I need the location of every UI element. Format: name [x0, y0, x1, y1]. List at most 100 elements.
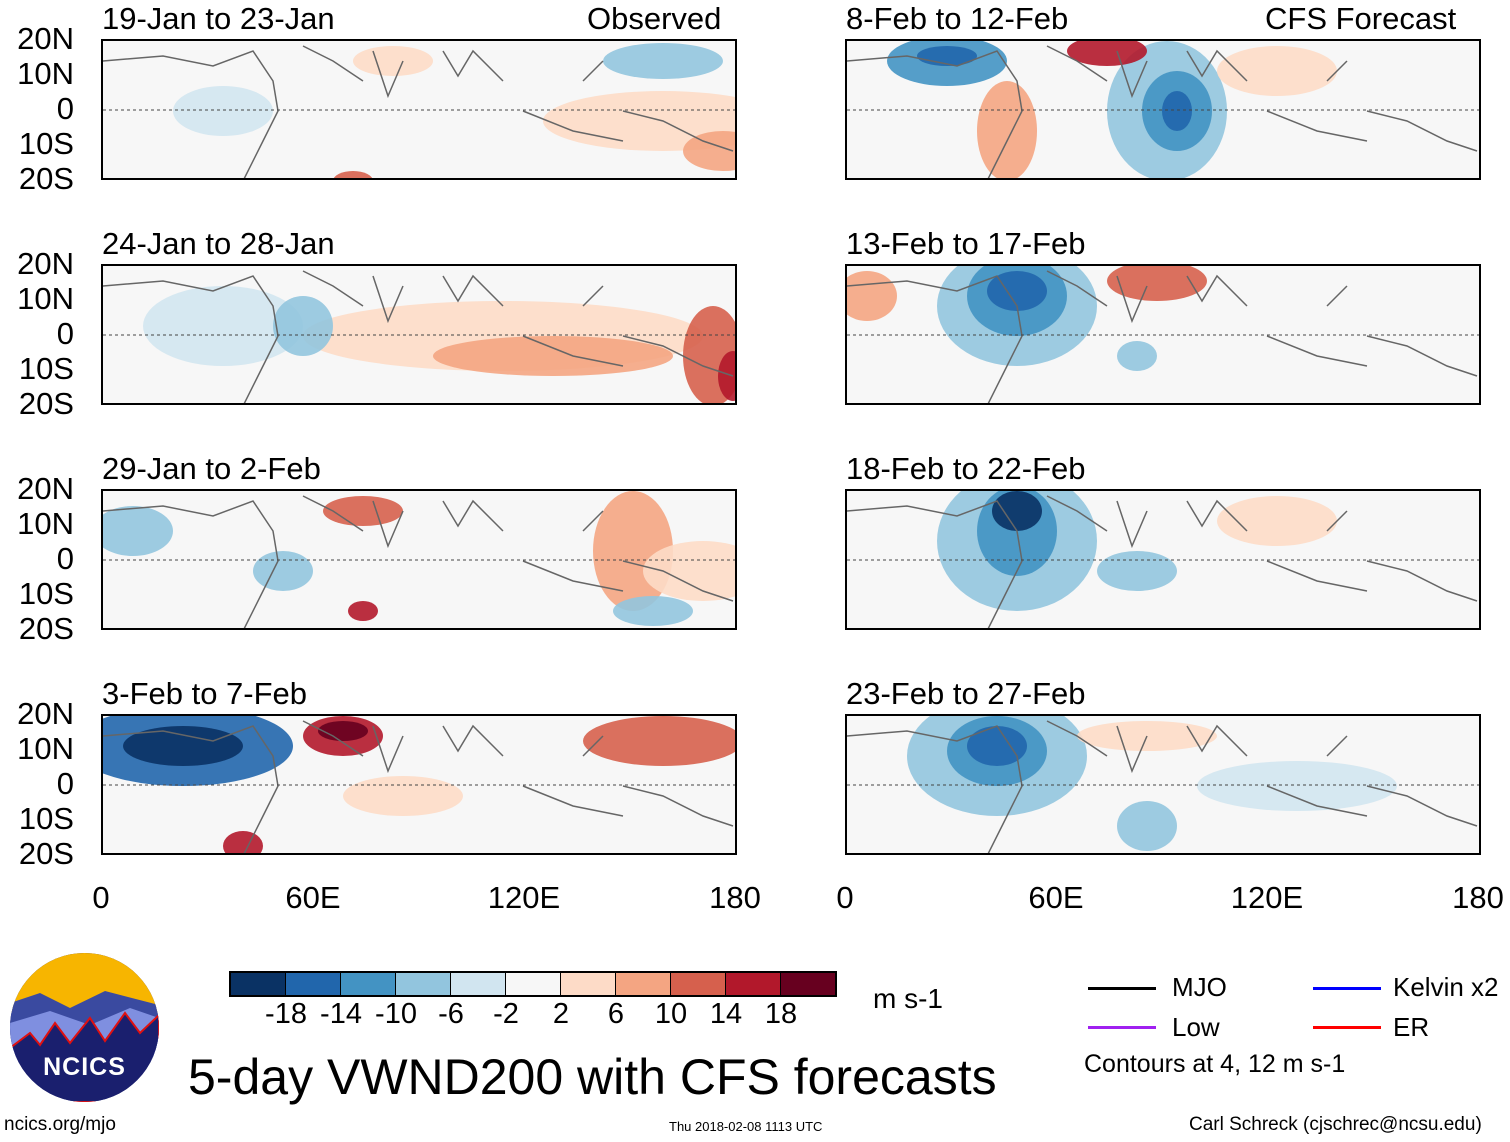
- legend-low-label: Low: [1172, 1012, 1220, 1042]
- colorbar-tick-label: 10: [654, 998, 688, 1030]
- colorbar-swatch: [451, 973, 506, 995]
- colorbar-tick-label: 6: [607, 998, 625, 1030]
- panel-title: 3-Feb to 7-Feb: [102, 676, 308, 711]
- anomaly-field: [847, 716, 1479, 853]
- coastline: [847, 45, 1478, 178]
- anomaly-region: [917, 46, 977, 66]
- anomaly-field: [103, 716, 735, 853]
- anomaly-region: [1117, 341, 1157, 371]
- footer-timestamp: Thu 2018-02-08 1113 UTC: [669, 1119, 823, 1134]
- anomaly-region: [353, 46, 433, 76]
- colorbar-swatch: [671, 973, 726, 995]
- anomaly-region: [583, 716, 735, 766]
- lon-label: 180: [1452, 880, 1504, 915]
- lat-label: 0: [56, 766, 74, 801]
- colorbar-swatch: [396, 973, 451, 995]
- lat-label: 0: [56, 91, 74, 126]
- lat-label: 20N: [17, 696, 74, 731]
- lon-label: 120E: [487, 880, 561, 915]
- anomaly-region: [1107, 266, 1207, 301]
- coastline: [103, 495, 734, 628]
- anomaly-region: [683, 131, 735, 171]
- anomaly-region: [323, 496, 403, 526]
- anomaly-region: [223, 831, 263, 853]
- anomaly-field: [103, 270, 735, 403]
- panel-title: 23-Feb to 27-Feb: [846, 676, 1086, 711]
- anomaly-region: [318, 721, 368, 741]
- footer-url: ncics.org/mjo: [4, 1114, 116, 1135]
- anomaly-region: [967, 726, 1027, 766]
- colorbar-tick-label: -6: [438, 998, 464, 1030]
- lat-label: 20N: [17, 471, 74, 506]
- coastline: [847, 720, 1478, 853]
- colorbar-swatch: [231, 973, 286, 995]
- colorbar-tick-label: -18: [265, 998, 307, 1030]
- colorbar-swatch: [341, 973, 396, 995]
- lat-label: 20S: [18, 836, 74, 871]
- map-panel: [101, 264, 737, 405]
- anomaly-region: [123, 726, 243, 766]
- anomaly-region: [643, 541, 735, 601]
- lon-label: 120E: [1230, 880, 1304, 915]
- ncics-logo: NCICS: [10, 953, 159, 1102]
- legend-mjo-line: [1088, 987, 1156, 990]
- colorbar-swatch: [781, 973, 835, 995]
- map-panel: [845, 264, 1481, 405]
- anomaly-region: [1117, 801, 1177, 851]
- legend-low-line: [1088, 1026, 1156, 1029]
- anomaly-region: [603, 43, 723, 79]
- figure-title: 5-day VWND200 with CFS forecasts: [188, 1049, 997, 1105]
- anomaly-field: [847, 41, 1479, 178]
- coastline: [103, 45, 734, 178]
- anomaly-region: [253, 551, 313, 591]
- lat-label: 20N: [17, 21, 74, 56]
- colorbar-tick-label: -14: [320, 998, 362, 1030]
- anomaly-region: [1067, 41, 1147, 66]
- anomaly-region: [992, 491, 1042, 531]
- map-panel: [101, 489, 737, 630]
- lat-label: 20S: [18, 386, 74, 421]
- colorbar-swatch: [726, 973, 781, 995]
- legend-kelvin-label: Kelvin x2: [1393, 972, 1499, 1002]
- anomaly-region: [613, 596, 693, 626]
- colorbar-tick-label: 2: [552, 998, 570, 1030]
- anomaly-region: [543, 91, 735, 151]
- lon-label: 60E: [285, 880, 341, 915]
- lat-label: 10S: [18, 351, 74, 386]
- colorbar-tick-label: -10: [375, 998, 417, 1030]
- lat-label: 10S: [18, 126, 74, 161]
- panel-title: 13-Feb to 17-Feb: [846, 226, 1086, 261]
- anomaly-region: [718, 351, 735, 401]
- legend-kelvin-line: [1313, 987, 1381, 990]
- panel-title: 8-Feb to 12-Feb: [846, 1, 1069, 36]
- anomaly-field: [847, 491, 1479, 628]
- anomaly-region: [273, 296, 333, 356]
- colorbar-swatch: [506, 973, 561, 995]
- map-panel: [845, 489, 1481, 630]
- lat-label: 20S: [18, 161, 74, 196]
- anomaly-region: [173, 86, 273, 136]
- anomaly-field: [847, 266, 1479, 403]
- colorbar-tick-label: -2: [493, 998, 519, 1030]
- lat-label: 10S: [18, 801, 74, 836]
- anomaly-region: [333, 171, 373, 178]
- lat-label: 10N: [17, 56, 74, 91]
- anomaly-region: [143, 286, 303, 366]
- colorbar-units: m s-1: [873, 983, 943, 1014]
- lat-label: 10N: [17, 281, 74, 316]
- colorbar: [229, 971, 837, 997]
- lat-label: 20N: [17, 246, 74, 281]
- anomaly-field: [103, 491, 735, 628]
- lat-label: 10S: [18, 576, 74, 611]
- anomaly-region: [348, 601, 378, 621]
- map-panel: [845, 39, 1481, 180]
- colorbar-swatch: [561, 973, 616, 995]
- colorbar-tick-label: 14: [709, 998, 743, 1030]
- contours-note: Contours at 4, 12 m s-1: [1084, 1050, 1346, 1078]
- legend-er-line: [1313, 1026, 1381, 1029]
- colorbar-tick-label: 18: [764, 998, 798, 1030]
- coastline: [847, 495, 1478, 628]
- panel-title: 29-Jan to 2-Feb: [102, 451, 321, 486]
- lon-label: 60E: [1028, 880, 1084, 915]
- anomaly-region: [1197, 761, 1397, 811]
